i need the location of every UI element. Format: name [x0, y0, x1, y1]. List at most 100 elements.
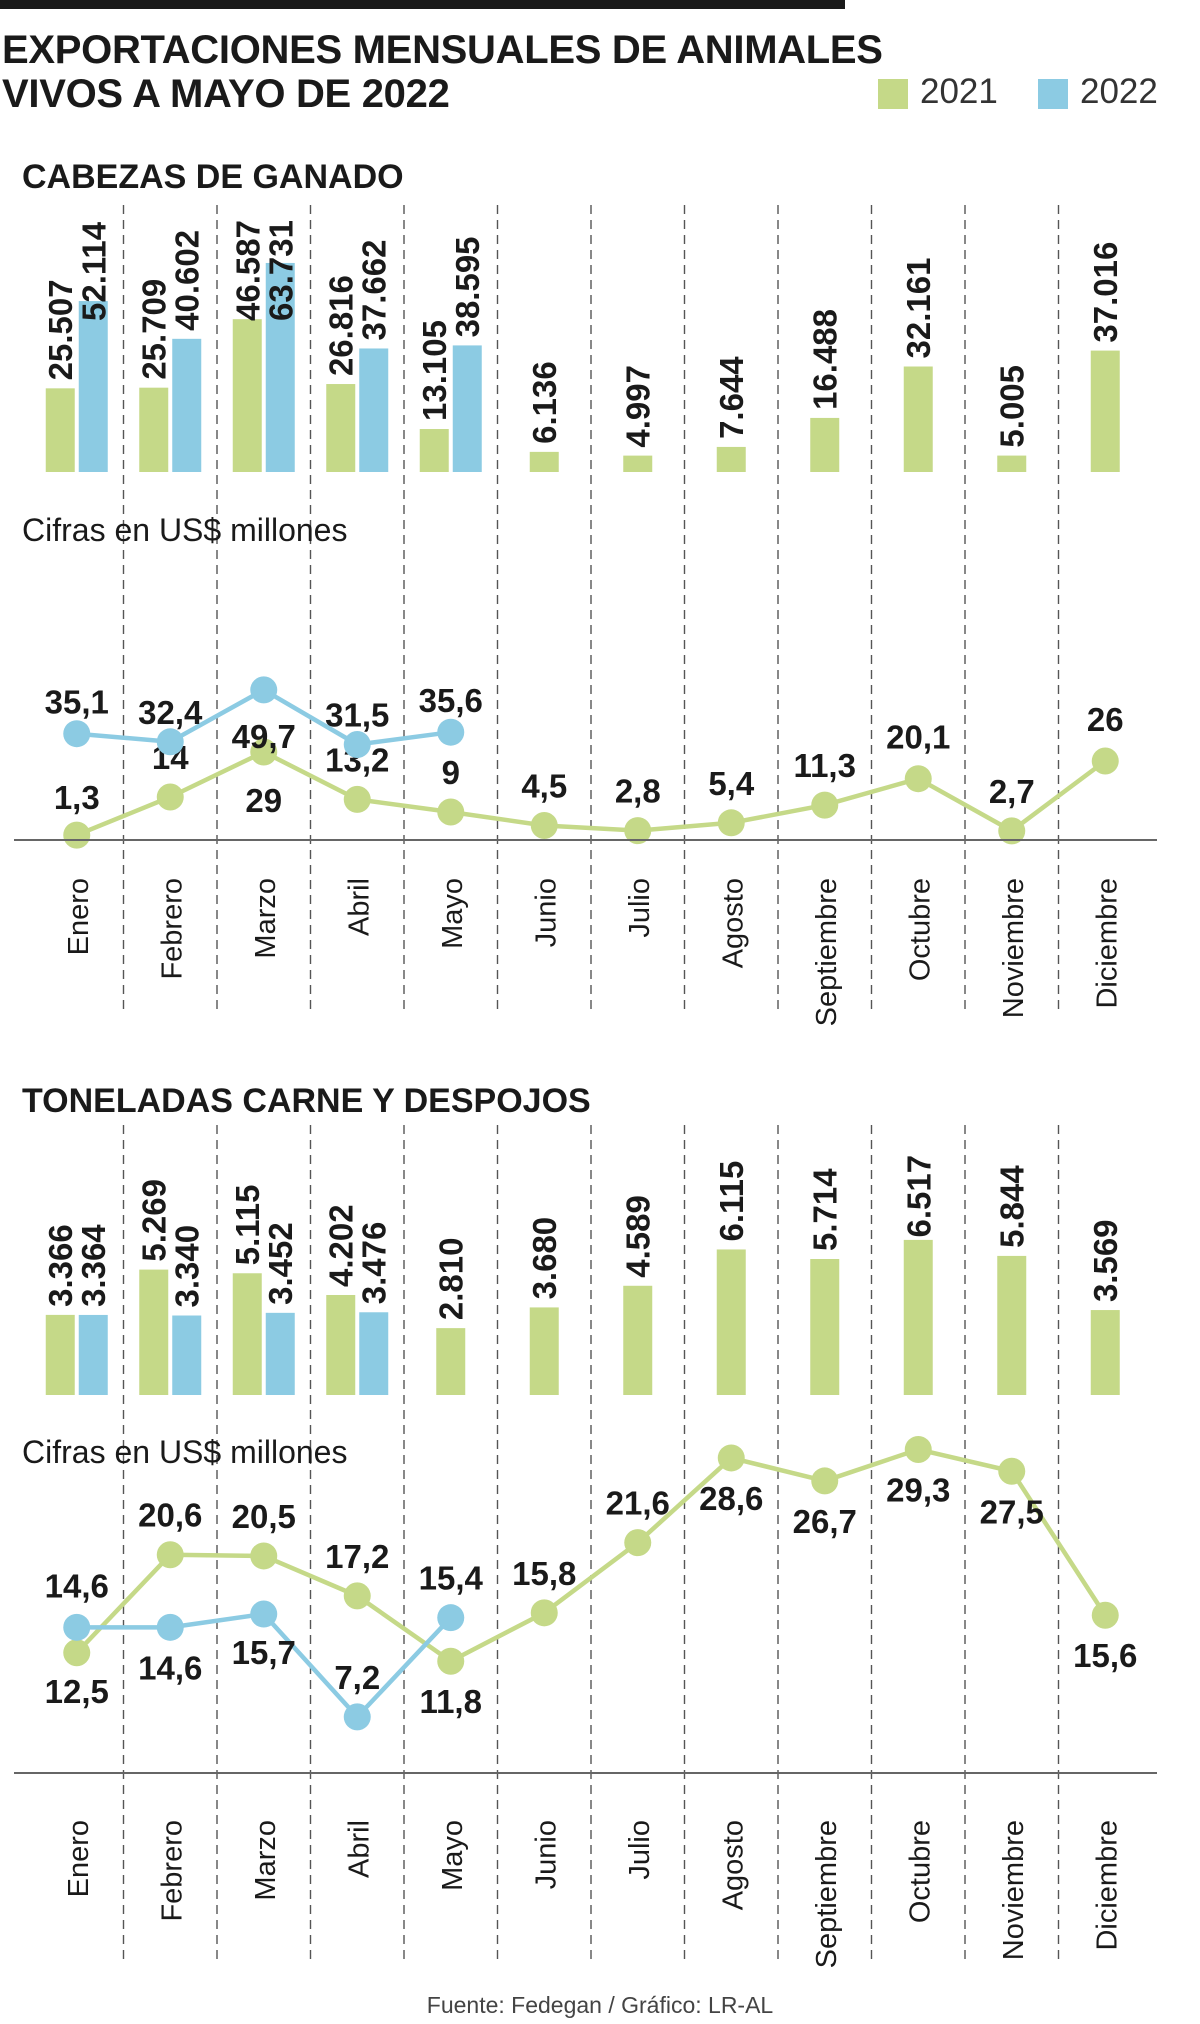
month-label: Abril: [343, 878, 375, 936]
point-2021: [63, 1639, 91, 1667]
month-label: Febrero: [156, 1820, 188, 1922]
bar-2021: [419, 429, 449, 472]
bar-label-2022: 38.595: [449, 236, 486, 337]
bar-2021: [45, 1314, 75, 1395]
point-2021: [1091, 747, 1119, 775]
bar-2021: [623, 1285, 653, 1395]
point-label-2021: 15,8: [512, 1555, 576, 1592]
bar-2021: [436, 1328, 466, 1395]
month-label: Mayo: [437, 1820, 469, 1891]
bar-2021: [623, 455, 653, 472]
point-2021: [904, 765, 932, 793]
bar-2021: [139, 1269, 169, 1395]
top-rule: [0, 0, 845, 9]
month-label: Noviembre: [998, 878, 1030, 1018]
point-label-2021: 21,6: [606, 1485, 670, 1522]
point-2021: [998, 817, 1026, 845]
point-label-2022: 14,6: [138, 1649, 202, 1686]
point-label-2021: 20,1: [886, 719, 950, 756]
point-label-2021: 29: [245, 782, 282, 819]
bar-2022: [172, 1315, 202, 1395]
bar-2021: [810, 417, 840, 472]
bar-label-2021: 26.816: [323, 275, 360, 376]
bar-2022: [359, 1312, 389, 1395]
bar-2021: [716, 446, 746, 472]
point-2022: [343, 1703, 371, 1731]
bar-2021: [529, 1307, 559, 1395]
bar-label-2021: 5.844: [994, 1165, 1031, 1248]
point-2021: [904, 1435, 932, 1463]
bar-label-2021: 3.680: [526, 1217, 563, 1300]
bar-2021: [997, 455, 1027, 472]
point-2021: [530, 1599, 558, 1627]
point-label-2021: 28,6: [699, 1480, 763, 1517]
bar-label-2021: 32.161: [900, 258, 937, 359]
point-label-2021: 20,5: [232, 1498, 296, 1535]
month-label: Octubre: [904, 1820, 936, 1923]
month-label: Septiembre: [811, 878, 843, 1026]
point-2022: [63, 720, 91, 748]
bar-2021: [903, 1239, 933, 1395]
point-2022: [250, 676, 278, 704]
bar-label-2021: 6.136: [526, 361, 563, 444]
series-line-2021: [75, 1447, 1108, 1664]
legend-swatch-2022: [1038, 79, 1068, 109]
section-title-cabezas: CABEZAS DE GANADO: [22, 158, 404, 196]
point-2021: [811, 791, 839, 819]
point-2021: [624, 817, 652, 845]
bar-2022: [359, 348, 389, 472]
point-2022: [250, 1600, 278, 1628]
point-label-2021: 11,8: [420, 1683, 482, 1720]
bar-2021: [326, 384, 356, 472]
point-2022: [156, 728, 184, 756]
point-label-2022: 35,6: [419, 682, 483, 719]
month-label: Septiembre: [811, 1820, 843, 1968]
month-label: Noviembre: [998, 1820, 1030, 1960]
point-2021: [998, 1457, 1026, 1485]
bar-label-2021: 5.005: [994, 365, 1031, 448]
bar-2021: [232, 319, 262, 472]
legend-label-2022: 2022: [1080, 72, 1158, 111]
bar-label-2022: 3.452: [262, 1222, 299, 1305]
point-label-2022: 31,5: [325, 697, 389, 734]
month-label: Diciembre: [1091, 1820, 1123, 1951]
point-2021: [811, 1467, 839, 1495]
bar-label-2021: 25.709: [136, 279, 173, 380]
bar-label-2021: 2.810: [433, 1238, 470, 1321]
line-panel-title-1: Cifras en US$ millones: [22, 512, 347, 548]
bar-label-2021: 13.105: [416, 320, 453, 421]
point-label-2021: 12,5: [45, 1673, 109, 1710]
page-title: EXPORTACIONES MENSUALES DE ANIMALES VIVO…: [2, 28, 883, 116]
series-line-2021: [75, 749, 1107, 838]
month-label: Febrero: [156, 878, 188, 980]
bar-2021: [997, 1255, 1027, 1395]
point-label-2022: 15,7: [232, 1634, 296, 1671]
bar-2021: [326, 1294, 356, 1395]
point-label-2021: 2,7: [989, 773, 1035, 810]
point-2022: [437, 1604, 465, 1632]
point-2021: [1091, 1601, 1119, 1629]
point-label-2021: 11,3: [794, 747, 856, 784]
point-2021: [250, 1542, 278, 1570]
bar-2022: [265, 262, 295, 472]
bar-label-2021: 37.016: [1087, 242, 1124, 343]
point-label-2021: 29,3: [886, 1471, 950, 1508]
point-label-2021: 20,6: [138, 1497, 202, 1534]
point-label-2021: 26: [1087, 701, 1124, 738]
month-label: Junio: [530, 878, 562, 947]
point-label-2022: 32,4: [138, 694, 203, 731]
month-label: Mayo: [437, 878, 469, 949]
bar-label-2021: 4.202: [323, 1204, 360, 1287]
month-label: Marzo: [250, 878, 282, 959]
bar-label-2021: 46.587: [229, 220, 266, 321]
point-2021: [343, 785, 371, 813]
bar-2021: [810, 1259, 840, 1395]
bar-2021: [716, 1249, 746, 1395]
bar-label-2022: 52.114: [75, 221, 112, 321]
point-label-2021: 15,6: [1073, 1637, 1137, 1674]
bar-2022: [78, 1314, 108, 1395]
month-label: Enero: [63, 878, 95, 955]
month-label: Julio: [624, 878, 656, 938]
